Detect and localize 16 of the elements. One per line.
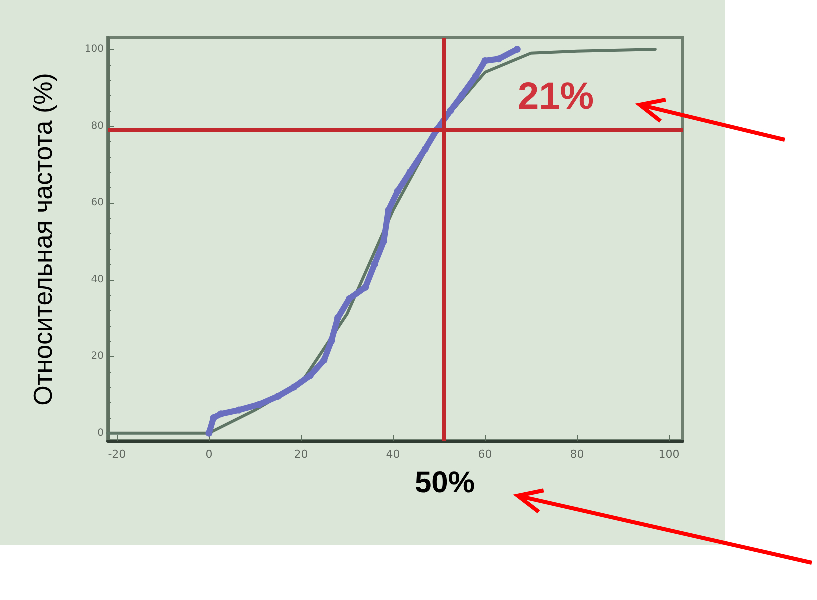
x-tick-label: 60: [478, 448, 492, 461]
y-tick-label: 60: [91, 198, 104, 209]
y-tick-label: 40: [91, 274, 104, 286]
x-tick-label: 100: [658, 448, 680, 461]
x-tick-label: -20: [108, 448, 126, 461]
x-tick-label: 0: [206, 448, 213, 461]
y-axis-title: Относительная частота (%): [28, 73, 58, 406]
y-tick-label: 100: [84, 44, 104, 56]
x-tick-label: 40: [386, 448, 400, 461]
annotation: 21%: [518, 76, 594, 118]
y-tick-label: 80: [91, 120, 104, 132]
text: 50%: [415, 466, 476, 500]
x-tick-label: 20: [294, 448, 308, 461]
y-tick-label: 0: [98, 428, 104, 439]
x-tick-label: 80: [570, 448, 584, 461]
y-tick-label: 20: [91, 351, 104, 362]
